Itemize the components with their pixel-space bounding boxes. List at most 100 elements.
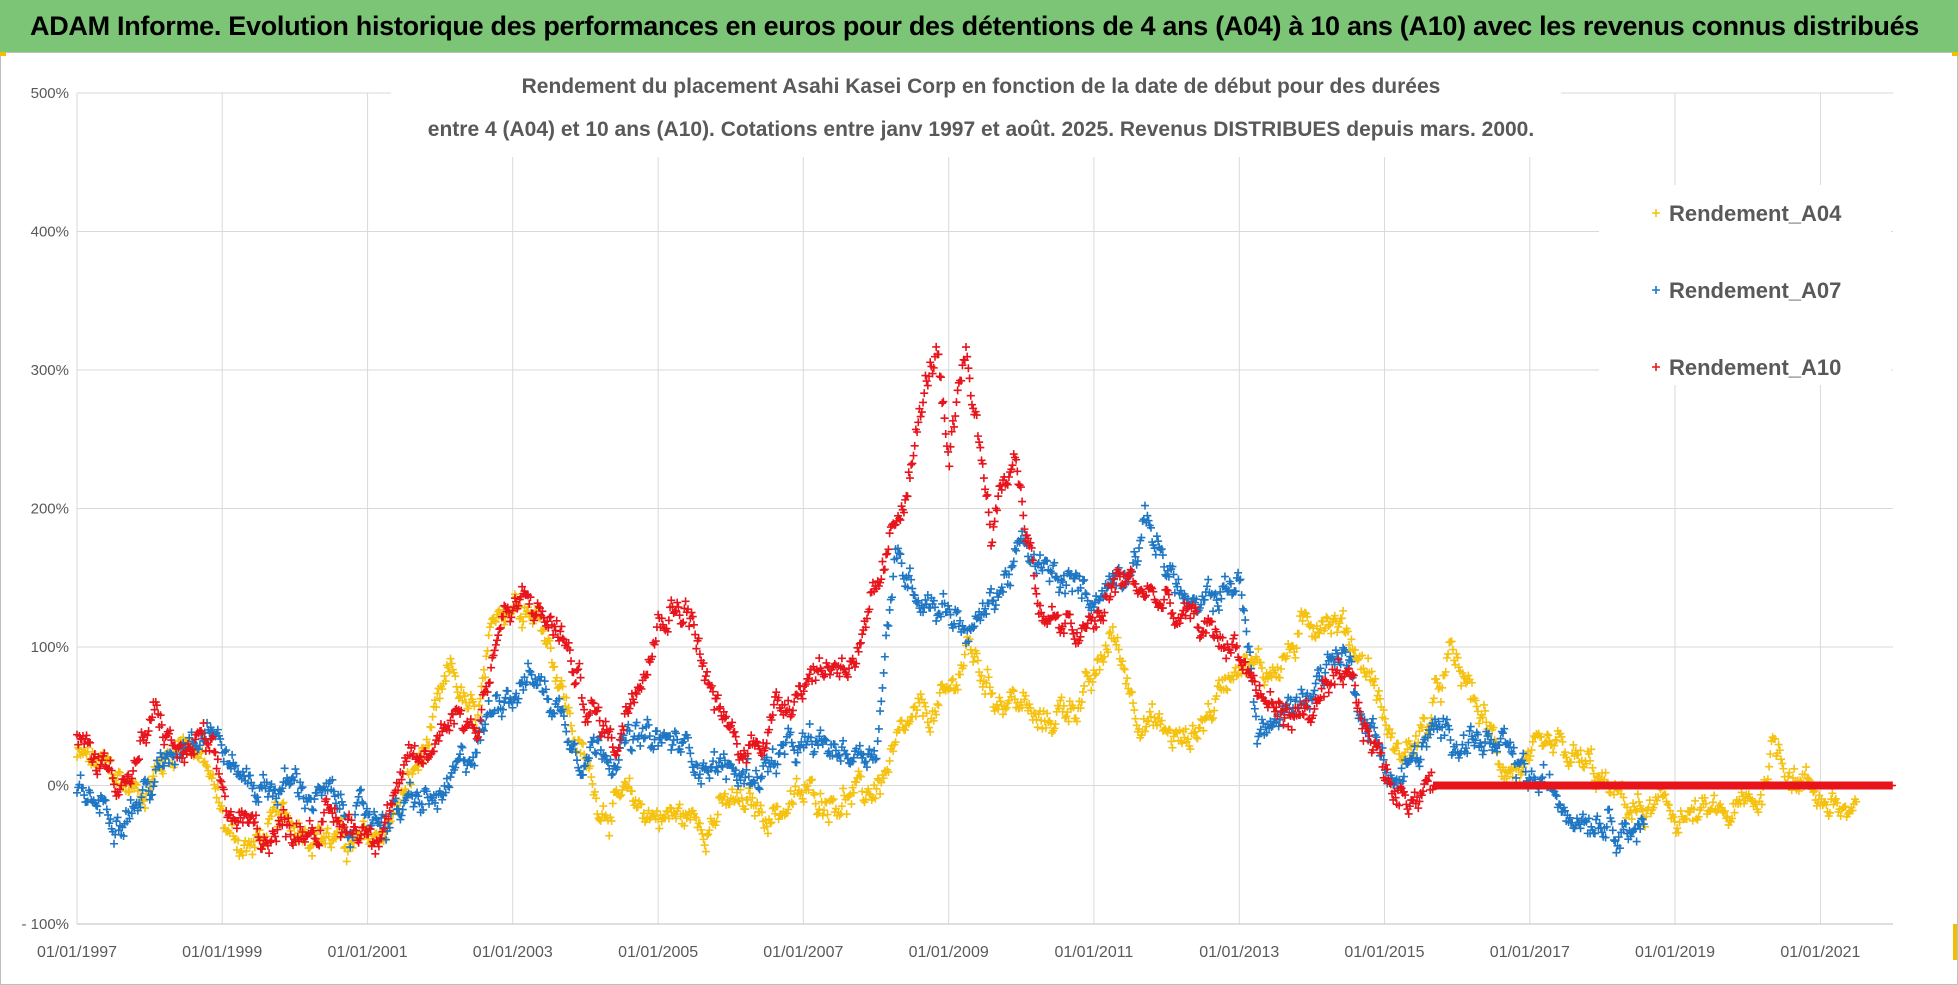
data-point [1527,746,1536,755]
data-point [1151,550,1160,559]
data-point [413,788,422,797]
data-point [730,770,739,779]
data-point [835,811,844,820]
data-point [672,814,681,823]
data-point [1339,606,1348,615]
data-point [846,790,855,799]
data-point [524,659,533,668]
data-point [889,747,898,756]
data-point [587,773,596,782]
data-point [512,689,521,698]
data-point [1212,692,1221,701]
data-point [242,846,251,855]
data-point [298,783,307,792]
data-point [195,741,204,750]
data-point [1189,728,1198,737]
data-point [1391,744,1400,753]
data-point [1674,828,1683,837]
data-point [818,811,827,820]
data-point [743,795,752,804]
data-point [990,706,999,715]
data-point [422,735,431,744]
data-point [161,754,170,763]
scatter-chart: - 100% 0% 100% 200% 300% 400% 500% 01/01/1997 01… [21,59,1897,961]
data-point [73,788,81,797]
data-point [1459,672,1468,681]
data-point [1090,671,1099,680]
data-point [650,735,659,744]
data-point [1393,739,1402,748]
data-point [1601,768,1610,777]
data-point [1447,637,1456,646]
data-point [939,589,948,598]
data-point [1180,733,1189,742]
data-point [1379,706,1388,715]
data-point [1549,748,1558,757]
x-tick-label: 01/01/2021 [1780,944,1860,961]
data-point [501,693,510,702]
data-point [206,723,215,732]
data-point [617,791,626,800]
data-point [1051,720,1060,729]
data-point [775,749,784,758]
data-point [908,584,917,593]
data-point [1002,703,1011,712]
data-point [1361,672,1370,681]
data-point [417,800,426,809]
data-point [149,782,158,791]
data-point [329,787,338,796]
data-point [1001,705,1010,714]
data-point [1605,805,1614,814]
corner-marker-left [0,52,6,56]
data-point [405,778,414,787]
data-point [657,817,666,826]
data-point [720,789,729,798]
data-point [1666,806,1675,815]
data-point [1324,688,1333,697]
data-point [76,771,85,780]
data-point [1836,811,1845,820]
data-point [925,723,934,732]
data-point [531,674,540,683]
data-point [996,697,1005,706]
data-point [953,386,962,395]
data-point [590,748,599,757]
data-point [1631,806,1640,815]
data-point [145,795,154,804]
x-tick-label: 01/01/2007 [763,944,843,961]
data-point [1784,772,1793,781]
data-point [883,621,892,630]
data-point [883,549,892,558]
data-point [586,743,595,752]
data-point [1852,797,1861,806]
data-point [878,557,887,566]
data-point [257,783,266,792]
data-point [444,663,453,672]
data-point [564,703,573,712]
data-point [670,727,679,736]
data-point [984,673,993,682]
data-point [409,802,418,811]
data-point [793,748,802,757]
data-point [1775,746,1784,755]
data-point [761,816,770,825]
data-point [773,760,782,769]
data-point [494,631,503,640]
data-point [1552,736,1561,745]
data-point [1359,664,1368,673]
data-point [522,678,531,687]
data-point [837,802,846,811]
data-point [1438,683,1447,692]
data-point [985,683,994,692]
y-tick-label: 300% [31,362,69,379]
data-point [484,696,493,705]
data-point [1294,629,1303,638]
data-point [701,847,710,856]
data-point [1434,684,1443,693]
data-point [265,849,274,858]
data-point [231,761,240,770]
data-point [1213,602,1222,611]
data-point [884,621,893,630]
data-point [541,685,550,694]
data-point [750,778,759,787]
